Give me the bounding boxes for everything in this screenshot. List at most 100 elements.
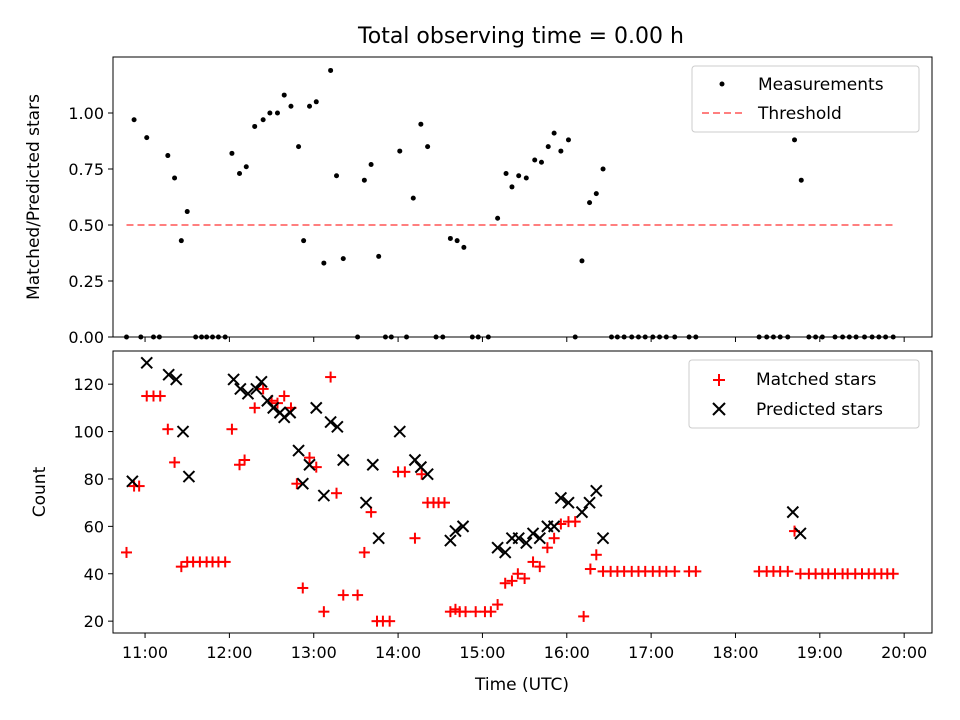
measurement-point [237, 170, 243, 176]
predicted-star-point [456, 520, 470, 533]
matched-star-point [120, 546, 132, 558]
measurement-point [538, 159, 544, 165]
matched-star-point [399, 466, 411, 478]
predicted-star-point [786, 505, 800, 519]
measurement-point [798, 177, 804, 183]
measurement-point [328, 67, 334, 73]
predicted-star-point [324, 415, 337, 429]
predicted-star-point [526, 527, 540, 540]
predicted-star-point [267, 401, 280, 415]
matched-star-point [337, 589, 349, 601]
measurement-point [243, 164, 249, 170]
x-tick-label: 19:00 [797, 643, 843, 662]
predicted-star-point [499, 546, 512, 559]
measurement-point [361, 177, 367, 183]
predicted-star-point [162, 368, 175, 381]
matched-star-point [541, 542, 553, 554]
matched-star-point [409, 532, 421, 544]
predicted-star-point [234, 382, 247, 396]
measurement-point [523, 175, 529, 181]
predicted-star-point [241, 387, 255, 400]
x-tick-label: 18:00 [712, 643, 758, 662]
predicted-star-point [176, 425, 190, 438]
count-plot-marks [120, 356, 899, 627]
predicted-star-point [547, 520, 561, 533]
measurement-point [587, 200, 593, 206]
measurement-point [376, 253, 382, 259]
matched-star-point [534, 561, 546, 573]
count-legend-frame [688, 359, 920, 429]
ratio-panel: 0.00 0.25 0.50 0.75 1.00 Matched/Predicted s… [24, 56, 933, 347]
measurement-point [503, 170, 509, 176]
measurement-point [296, 144, 302, 150]
predicted-star-point [421, 468, 434, 481]
predicted-star-point [182, 470, 196, 483]
y-tick-label: 20 [84, 612, 104, 631]
legend-predicted-marker [712, 402, 726, 416]
matched-star-point [444, 606, 456, 618]
x-tick-label: 17:00 [628, 643, 674, 662]
count-axes: 20 40 60 80 100 120 11:00 12:00 13:00 14:00 15:00 1… [73, 375, 927, 662]
measurement-point [165, 153, 171, 159]
predicted-star-point [250, 382, 263, 396]
measurement-point [368, 162, 374, 168]
matched-star-point [175, 561, 187, 573]
matched-star-point [331, 487, 343, 499]
x-tick-label: 12:00 [206, 643, 252, 662]
predicted-star-point [283, 406, 297, 419]
matched-star-point [569, 516, 581, 528]
legend-predicted-label: Predicted stars [756, 400, 883, 420]
predicted-star-point [596, 532, 610, 545]
measurement-point [579, 258, 585, 264]
y-tick-label: 40 [84, 565, 104, 584]
ratio-plot-frame [112, 56, 933, 338]
count-plot-frame [112, 350, 933, 634]
matched-star-point [584, 563, 596, 575]
ratio-legend-frame [691, 65, 920, 133]
measurement-point [418, 121, 424, 127]
predicted-star-point [562, 496, 575, 509]
predicted-star-point [512, 532, 525, 545]
legend-matched-marker [713, 374, 725, 386]
ratio-y-axis-label: Matched/Predicted stars [24, 94, 44, 300]
legend-matched-label: Matched stars [756, 370, 876, 390]
predicted-star-point [575, 505, 589, 519]
measurement-point [545, 144, 551, 150]
y-tick-label: 0.50 [68, 216, 104, 235]
measurement-point [131, 117, 137, 123]
x-tick-label: 15:00 [459, 643, 505, 662]
x-tick-label: 11:00 [122, 643, 168, 662]
count-legend: Matched stars Predicted stars [688, 359, 920, 429]
y-tick-label: 0.25 [68, 272, 104, 291]
matched-star-point [506, 575, 518, 587]
measurement-point [600, 166, 606, 172]
matched-star-point [460, 606, 472, 618]
predicted-star-point [554, 491, 568, 505]
measurement-point [558, 148, 564, 154]
measurement-point [340, 256, 346, 262]
y-tick-label: 1.00 [68, 104, 104, 123]
measurement-point [229, 150, 235, 156]
predicted-star-point [227, 373, 240, 386]
measurement-point [397, 148, 403, 154]
measurement-point [565, 137, 571, 143]
measurement-point [281, 92, 287, 98]
predicted-star-point [140, 356, 153, 370]
predicted-star-point [170, 373, 183, 386]
matched-star-point [169, 456, 181, 468]
measurement-point [461, 244, 467, 250]
predicted-star-point [296, 477, 309, 490]
measurement-point [172, 175, 178, 181]
measurement-point [288, 103, 294, 109]
matched-star-point [782, 565, 794, 577]
matched-star-point [527, 556, 539, 568]
predicted-star-point [331, 420, 344, 434]
measurement-point [274, 110, 280, 116]
measurement-point [495, 215, 501, 221]
matched-star-point [358, 546, 370, 558]
measurement-point [454, 238, 460, 244]
predicted-star-point [303, 458, 316, 471]
matched-star-point [239, 454, 251, 466]
measurement-point [509, 184, 515, 190]
matched-star-point [133, 480, 145, 492]
